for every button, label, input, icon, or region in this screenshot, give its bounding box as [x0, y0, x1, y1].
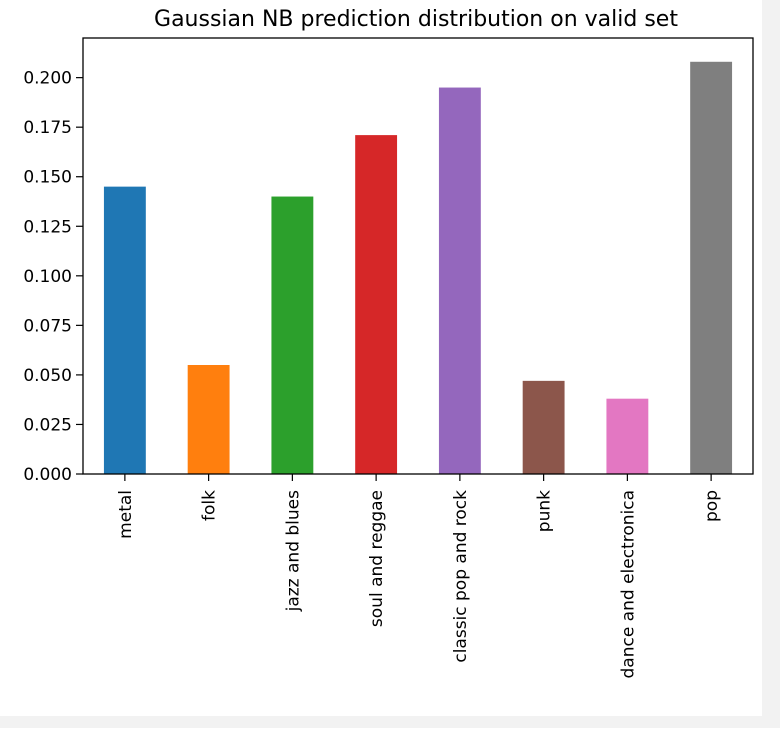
x-tick-label: dance and electronica — [618, 490, 638, 679]
x-tick-label: folk — [200, 490, 220, 521]
y-tick-label: 0.100 — [23, 267, 72, 287]
x-tick-label: metal — [116, 490, 136, 539]
x-tick-label: jazz and blues — [283, 490, 303, 613]
bar-folk — [187, 365, 230, 474]
y-tick-label: 0.075 — [23, 316, 72, 336]
x-tick-label: classic pop and rock — [451, 490, 471, 663]
bars — [103, 61, 733, 475]
x-tick-label: pop — [702, 490, 722, 522]
bar-metal — [103, 186, 146, 475]
chart-title: Gaussian NB prediction distribution on v… — [154, 7, 678, 32]
bar-pop — [690, 61, 733, 474]
x-axis: metal folk jazz and blues soul and reggae cl… — [116, 474, 722, 679]
x-tick-label: soul and reggae — [367, 490, 387, 627]
scrollbar-track[interactable] — [762, 0, 780, 728]
bar-jazz-and-blues — [271, 196, 314, 474]
y-tick-label: 0.125 — [23, 217, 72, 237]
y-tick-label: 0.175 — [23, 118, 72, 138]
bar-dance-and-electronica — [606, 398, 649, 474]
bar-soul-and-reggae — [355, 135, 398, 475]
bar-punk — [522, 380, 565, 474]
bottom-edge — [0, 716, 780, 728]
x-tick-label: punk — [535, 490, 555, 532]
bar-classic-pop-and-rock — [438, 87, 481, 474]
plot-frame — [82, 37, 754, 475]
y-tick-label: 0.000 — [23, 465, 72, 485]
y-tick-label: 0.200 — [23, 69, 72, 89]
y-axis: 0.000 0.025 0.050 0.075 0.100 0.125 0.150 0.175… — [23, 69, 83, 485]
y-tick-label: 0.050 — [23, 366, 72, 386]
y-tick-label: 0.025 — [23, 415, 72, 435]
y-tick-label: 0.150 — [23, 168, 72, 188]
